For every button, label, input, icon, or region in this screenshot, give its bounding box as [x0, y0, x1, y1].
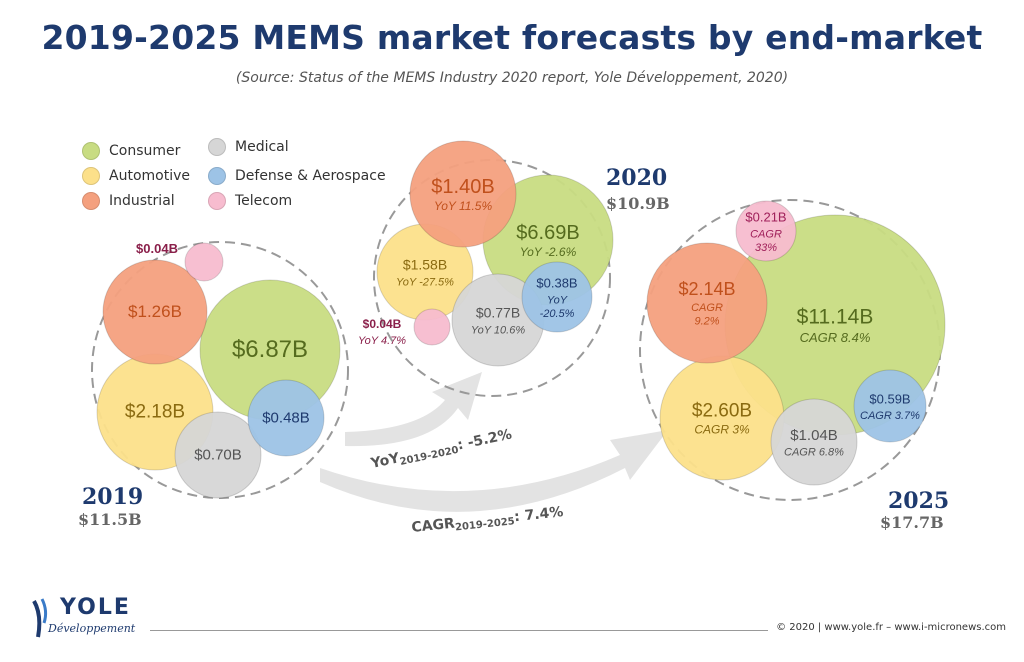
footer-copyright: © 2020 | www.yole.fr – www.i-micronews.c…	[768, 622, 1006, 633]
growth-label-telecom-2025: CAGR	[750, 228, 782, 240]
value-label-industrial-2025: $2.14B	[678, 279, 735, 299]
year-label-2025: 2025	[888, 488, 950, 514]
legend-swatch-industrial	[82, 192, 100, 210]
growth-label-medical-2020: YoY 10.6%	[471, 324, 525, 336]
value-label-industrial-2020: $1.40B	[431, 176, 494, 198]
growth-label-consumer-2025: CAGR 8.4%	[800, 330, 871, 345]
value-label-automotive-2019: $2.18B	[125, 402, 185, 423]
bubble-medical-2019	[174, 411, 262, 499]
value-label-automotive-2020: $1.58B	[403, 257, 447, 273]
bubble-medical-2025	[770, 398, 858, 486]
year-label-2020: 2020	[606, 165, 668, 191]
legend-label-consumer: Consumer	[109, 143, 181, 159]
growth-label-telecom-2020: YoY 4.7%	[358, 335, 406, 347]
bubble-industrial-2025	[646, 242, 768, 364]
growth-label-defense-2020: -20.5%	[540, 308, 575, 320]
value-label-defense-2020: $0.38B	[536, 276, 577, 291]
value-label-consumer-2019: $6.87B	[232, 336, 308, 363]
bubble-industrial-2020	[409, 140, 517, 248]
growth-label-automotive-2025: CAGR 3%	[694, 423, 750, 437]
legend-swatch-automotive	[82, 167, 100, 185]
legend-swatch-medical	[208, 138, 226, 156]
growth-label-defense-2020: YoY	[547, 294, 568, 306]
value-label-automotive-2025: $2.60B	[692, 401, 752, 422]
growth-label-automotive-2020: YoY -27.5%	[396, 276, 454, 288]
legend-label-automotive: Automotive	[109, 168, 190, 184]
value-label-consumer-2020: $6.69B	[516, 222, 579, 244]
logo-name: YOLE	[60, 595, 131, 620]
value-label-consumer-2025: $11.14B	[797, 306, 874, 329]
year-frame-2020	[373, 159, 611, 397]
value-label-medical-2019: $0.70B	[194, 447, 242, 464]
yole-logo: YOLE Développement	[28, 595, 168, 645]
chart-subtitle: (Source: Status of the MEMS Industry 202…	[235, 70, 789, 86]
growth-label-telecom-2025: 33%	[755, 242, 777, 254]
value-label-telecom-2025: $0.21B	[745, 210, 786, 225]
growth-label-defense-2025: CAGR 3.7%	[860, 410, 920, 422]
bubble-telecom-2019	[184, 242, 224, 282]
year-label-2019: 2019	[82, 484, 144, 510]
bubble-defense-2025	[853, 369, 927, 443]
legend-item-medical: Medical	[208, 138, 289, 156]
bubble-telecom-2020	[413, 308, 451, 346]
value-label-medical-2025: $1.04B	[790, 427, 838, 444]
legend-swatch-consumer	[82, 142, 100, 160]
year-group-2019: $6.87B $2.18B $1.26B $0.70B $0.48B $0.04B	[91, 241, 349, 499]
logo-subtitle: Développement	[48, 622, 136, 635]
cagr-arrow	[320, 430, 668, 512]
yoy-arrow	[345, 372, 482, 447]
growth-label-industrial-2025: 9.2%	[694, 316, 719, 328]
legend-item-automotive: Automotive	[82, 167, 190, 185]
year-total-2020: $10.9B	[606, 194, 670, 213]
value-label-industrial-2019: $1.26B	[128, 302, 182, 321]
value-label-defense-2025: $0.59B	[869, 391, 910, 406]
legend-label-medical: Medical	[235, 139, 289, 155]
yole-logo-mark-icon	[32, 598, 48, 638]
legend-swatch-telecom	[208, 192, 226, 210]
value-label-defense-2019: $0.48B	[262, 410, 310, 427]
value-label-telecom-2020: $0.04B	[363, 317, 402, 331]
legend-label-industrial: Industrial	[109, 193, 175, 209]
legend-item-consumer: Consumer	[82, 142, 180, 160]
bubbles: $6.87B $2.18B $1.26B $0.70B $0.48B $0.04B $6.6…	[91, 140, 946, 501]
bubble-defense-2019	[247, 379, 325, 457]
bubble-telecom-2025	[735, 200, 797, 262]
legend-item-industrial: Industrial	[82, 192, 175, 210]
legend-item-telecom: Telecom	[208, 192, 292, 210]
legend-label-defense: Defense & Aerospace	[235, 168, 386, 184]
legend-label-telecom: Telecom	[235, 193, 293, 209]
bubble-defense-2020	[521, 261, 593, 333]
value-label-medical-2020: $0.77B	[476, 305, 520, 321]
legend: Consumer Automotive Industrial Medical D…	[82, 138, 402, 218]
growth-label-industrial-2025: CAGR	[691, 302, 723, 314]
growth-label-industrial-2020: YoY 11.5%	[434, 199, 493, 213]
growth-label-consumer-2020: YoY -2.6%	[520, 245, 577, 259]
year-frame-2019	[91, 241, 349, 499]
legend-item-defense: Defense & Aerospace	[208, 167, 386, 185]
bubble-industrial-2019	[102, 259, 208, 365]
growth-arrows	[320, 372, 668, 512]
legend-swatch-defense	[208, 167, 226, 185]
footer-divider	[150, 630, 1006, 631]
year-total-2025: $17.7B	[880, 513, 944, 532]
value-label-telecom-2019: $0.04B	[136, 241, 178, 256]
chart-title: 2019-2025 MEMS market forecasts by end-m…	[41, 18, 983, 57]
year-total-2019: $11.5B	[78, 510, 142, 529]
growth-label-medical-2025: CAGR 6.8%	[784, 447, 844, 459]
